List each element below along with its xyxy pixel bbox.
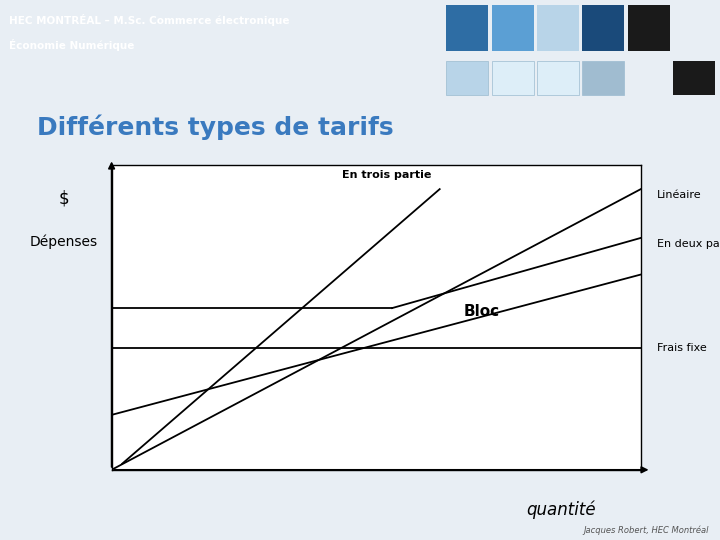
Text: Linéaire: Linéaire: [657, 190, 701, 200]
Text: quantité: quantité: [526, 500, 596, 519]
Text: En trois partie: En trois partie: [342, 170, 431, 180]
Bar: [492, 61, 534, 95]
Bar: [537, 4, 579, 51]
Bar: [446, 4, 488, 51]
Bar: [446, 61, 488, 95]
Text: Jacques Robert, HEC Montréal: Jacques Robert, HEC Montréal: [584, 525, 709, 535]
Bar: [673, 61, 715, 95]
Bar: [582, 4, 624, 51]
Text: Économie Numérique: Économie Numérique: [9, 38, 134, 51]
Text: Frais fixe: Frais fixe: [657, 343, 706, 353]
Text: Bloc: Bloc: [464, 303, 500, 319]
Text: En deux parties: En deux parties: [657, 239, 720, 249]
Text: Différents types de tarifs: Différents types de tarifs: [37, 114, 393, 140]
Bar: [582, 61, 624, 95]
Text: Dépenses: Dépenses: [30, 235, 98, 249]
Text: $: $: [58, 189, 69, 207]
Bar: [537, 61, 579, 95]
Text: HEC MONTRÉAL – M.Sc. Commerce électronique: HEC MONTRÉAL – M.Sc. Commerce électroniq…: [9, 14, 289, 26]
Bar: [628, 4, 670, 51]
Bar: [492, 4, 534, 51]
